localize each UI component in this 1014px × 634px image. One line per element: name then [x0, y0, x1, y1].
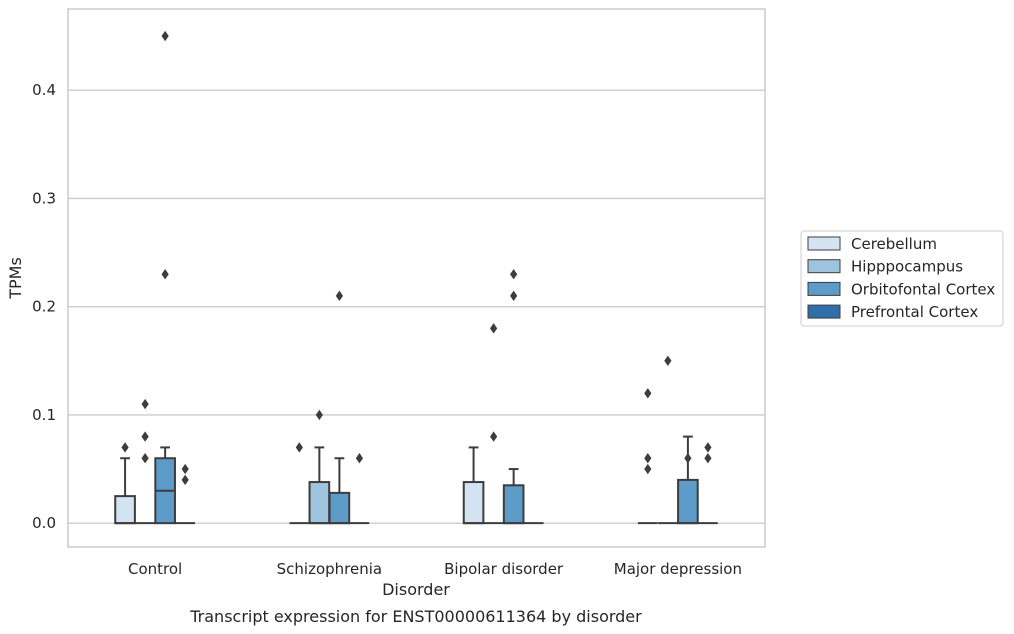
legend-swatch	[807, 304, 841, 319]
outlier-point	[644, 463, 652, 475]
outlier-point	[141, 398, 149, 410]
box-body	[328, 491, 351, 525]
box-orbitofontal-cortex	[328, 457, 351, 525]
y-tick-label: 0.3	[32, 189, 56, 207]
box-orbitofontal-cortex	[502, 468, 525, 525]
outlier-point	[335, 290, 343, 302]
box-cerebellum	[114, 457, 136, 525]
outlier-point	[704, 453, 712, 464]
box-orbitofontal-cortex	[154, 446, 176, 525]
x-tick-label: Bipolar disorder	[444, 560, 564, 578]
x-tick-label: Schizophrenia	[277, 560, 382, 578]
outlier-point	[295, 442, 303, 453]
box-body	[502, 484, 525, 525]
outlier-point	[141, 431, 149, 442]
box-body	[462, 481, 485, 525]
outlier-point	[490, 323, 498, 334]
outlier-point	[121, 442, 129, 453]
box-cerebellum	[462, 446, 485, 525]
chart-caption: Transcript expression for ENST0000061136…	[189, 607, 642, 626]
x-axis-ticks: Control Schizophrenia Bipolar disorder Majo…	[128, 560, 742, 578]
outlier-point	[644, 453, 652, 464]
legend-swatch	[807, 236, 841, 251]
legend-entry: Cerebellum	[851, 235, 937, 253]
outlier-point	[644, 388, 652, 399]
plot-frame	[67, 8, 766, 548]
y-tick-label: 0.2	[32, 298, 56, 316]
y-axis-label: TPMs	[6, 257, 25, 300]
outlier-point	[704, 442, 712, 453]
x-tick-label: Control	[128, 560, 182, 578]
outliers	[121, 30, 712, 486]
legend-swatch	[807, 281, 841, 296]
outlier-point	[355, 453, 364, 464]
box-orbitofontal-cortex	[677, 435, 699, 525]
outlier-point	[315, 409, 323, 421]
outlier-point	[510, 269, 518, 280]
outlier-point	[161, 269, 169, 280]
legend-entry: Prefrontal Cortex	[851, 303, 978, 321]
outlier-point	[490, 431, 498, 442]
legend: Cerebellum Hipppocampus Orbitofontal Corte…	[800, 230, 1004, 327]
outlier-point	[684, 453, 692, 464]
box-body	[308, 481, 331, 525]
outlier-point	[161, 30, 169, 42]
x-tick-label: Major depression	[614, 560, 742, 578]
outlier-point	[664, 355, 672, 367]
x-axis-label: Disorder	[382, 580, 450, 599]
outlier-point	[181, 474, 189, 486]
y-tick-label: 0.4	[32, 81, 56, 99]
box-body	[114, 495, 136, 525]
box-hipppocampus	[308, 446, 331, 525]
y-tick-label: 0.0	[32, 514, 56, 532]
box-body	[677, 478, 699, 525]
legend-entry: Hipppocampus	[851, 258, 963, 276]
legend-entry: Orbitofontal Cortex	[851, 280, 995, 298]
outlier-point	[181, 463, 189, 475]
legend-swatch	[807, 259, 841, 274]
outlier-point	[510, 290, 518, 302]
legend-frame	[800, 230, 1004, 327]
outlier-point	[141, 453, 149, 464]
y-axis-ticks: 0.0 0.1 0.2 0.3 0.4	[32, 81, 56, 532]
boxes	[114, 435, 718, 525]
y-tick-label: 0.1	[32, 406, 56, 424]
